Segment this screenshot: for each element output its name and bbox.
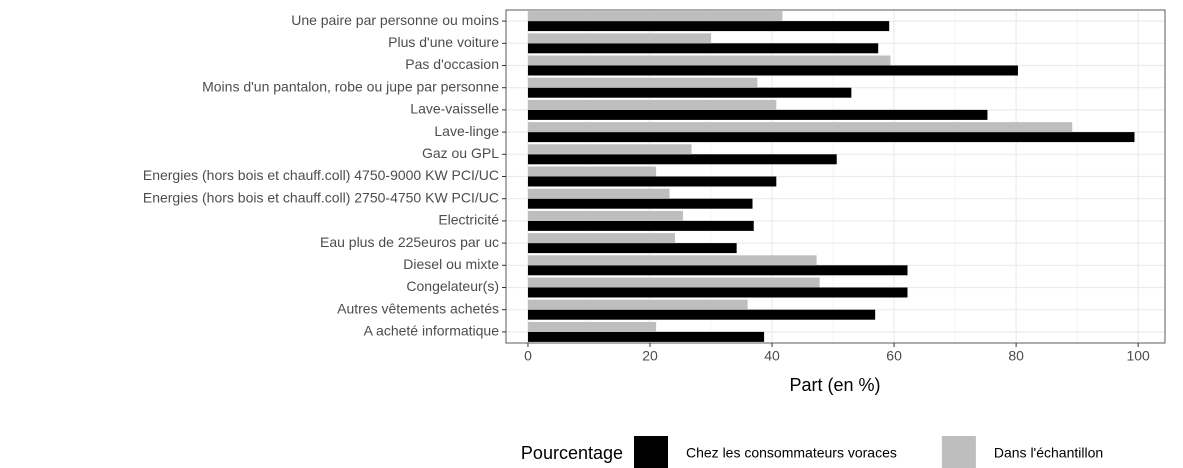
bar bbox=[527, 87, 852, 98]
bar bbox=[527, 154, 837, 165]
bar bbox=[527, 277, 820, 288]
bar bbox=[527, 309, 876, 320]
bar bbox=[527, 176, 777, 187]
bar bbox=[527, 33, 712, 44]
legend-key bbox=[941, 436, 976, 468]
y-tick-label: Diesel ou mixte bbox=[403, 256, 499, 272]
y-tick-label: Energies (hors bois et chauff.coll) 4750… bbox=[143, 167, 499, 183]
y-tick-label: Gaz ou GPL bbox=[422, 145, 499, 161]
bar bbox=[527, 21, 890, 32]
legend: Chez les consommateurs voraces Dans l'éch… bbox=[634, 436, 1103, 468]
bar bbox=[527, 331, 765, 342]
bar bbox=[527, 210, 683, 221]
y-tick-label: Energies (hors bois et chauff.coll) 2750… bbox=[143, 189, 499, 205]
bar bbox=[527, 255, 817, 266]
x-tick-label: 0 bbox=[524, 348, 532, 364]
y-tick-label: Moins d'un pantalon, robe ou jupe par pe… bbox=[202, 78, 499, 94]
bars bbox=[527, 11, 1135, 342]
y-tick-label: Une paire par personne ou moins bbox=[291, 12, 499, 28]
y-tick-label: Lave-linge bbox=[434, 123, 499, 139]
bar bbox=[527, 188, 670, 199]
bar bbox=[527, 243, 737, 254]
bar bbox=[527, 99, 777, 110]
bar bbox=[527, 144, 692, 155]
x-tick-label: 60 bbox=[886, 348, 902, 364]
bar bbox=[527, 132, 1135, 143]
legend-label: Chez les consommateurs voraces bbox=[686, 445, 897, 461]
legend-label: Dans l'échantillon bbox=[994, 445, 1103, 461]
y-tick-label: A acheté informatique bbox=[364, 323, 500, 339]
x-tick-label: 20 bbox=[642, 348, 658, 364]
bar bbox=[527, 65, 1018, 76]
x-tick-label: 40 bbox=[764, 348, 780, 364]
bar bbox=[527, 265, 908, 276]
axes: 0 20 40 60 80 100 Une paire par personne ou mo… bbox=[143, 12, 1150, 364]
x-tick-label: 80 bbox=[1008, 348, 1024, 364]
y-tick-label: Lave-vaisselle bbox=[410, 101, 499, 117]
bar bbox=[527, 43, 879, 54]
bar bbox=[527, 233, 676, 244]
bar bbox=[527, 55, 891, 66]
y-tick-label: Congelateur(s) bbox=[406, 278, 499, 294]
bar bbox=[527, 109, 988, 120]
bar bbox=[527, 198, 753, 209]
legend-title: Pourcentage bbox=[521, 443, 623, 463]
y-tick-label: Electricité bbox=[438, 212, 499, 228]
bar bbox=[527, 287, 908, 298]
x-tick-label: 100 bbox=[1126, 348, 1150, 364]
bar bbox=[527, 321, 657, 332]
bar bbox=[527, 77, 758, 88]
bar bbox=[527, 122, 1073, 133]
y-tick-label: Autres vêtements achetés bbox=[337, 300, 499, 316]
y-tick-label: Plus d'une voiture bbox=[388, 34, 499, 50]
bar bbox=[527, 11, 783, 22]
x-axis-title: Part (en %) bbox=[789, 375, 880, 395]
y-tick-label: Pas d'occasion bbox=[405, 56, 499, 72]
legend-key bbox=[634, 436, 668, 468]
bar bbox=[527, 220, 754, 231]
y-tick-label: Eau plus de 225euros par uc bbox=[320, 234, 499, 250]
bar bbox=[527, 299, 748, 310]
bar bbox=[527, 166, 657, 177]
